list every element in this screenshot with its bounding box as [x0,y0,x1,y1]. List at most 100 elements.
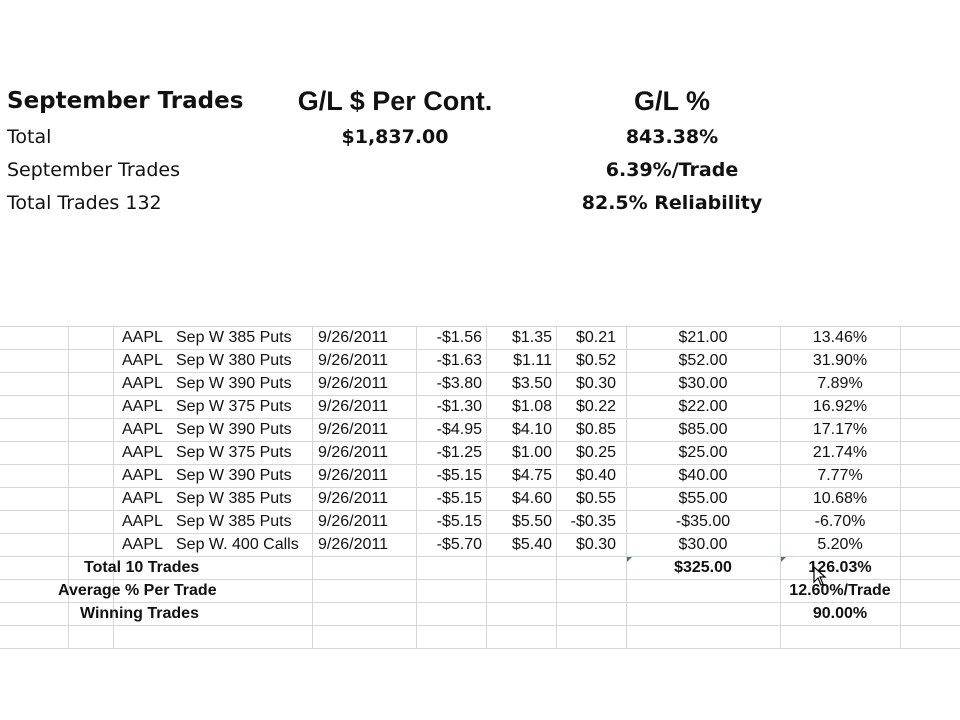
total-gl-value[interactable]: $325.00 [674,559,732,576]
summary-title: September Trades [7,88,244,114]
debit-cell[interactable]: -$1.63 [436,352,482,369]
comment-marker [627,557,632,562]
contract-cell[interactable]: Sep W 390 Puts [176,421,292,438]
symbol-cell[interactable]: AAPL [122,513,163,530]
contract-cell[interactable]: Sep W 390 Puts [176,375,292,392]
gl-dollar-cell[interactable]: $22.00 [678,398,728,415]
date-cell[interactable]: 9/26/2011 [318,329,388,346]
date-cell[interactable]: 9/26/2011 [318,513,388,530]
symbol-cell[interactable]: AAPL [122,444,163,461]
average-per-trade-label[interactable]: Average % Per Trade [58,582,217,599]
symbol-cell[interactable]: AAPL [122,421,163,438]
contract-cell[interactable]: Sep W 385 Puts [176,329,292,346]
summary-section: September Trades G/L $ Per Cont. G/L % T… [0,0,960,240]
summary-total-label: Total [7,126,52,148]
net-cell[interactable]: $0.30 [575,375,616,392]
net-cell[interactable]: $0.40 [575,467,616,484]
gl-dollar-cell[interactable]: $52.00 [678,352,728,369]
symbol-cell[interactable]: AAPL [122,352,163,369]
gl-dollar-cell[interactable]: -$35.00 [675,513,731,530]
gl-pct-cell[interactable]: 31.90% [812,352,868,369]
debit-cell[interactable]: -$5.15 [436,467,482,484]
contract-cell[interactable]: Sep W 385 Puts [176,490,292,507]
winning-trades-value[interactable]: 90.00% [812,605,868,622]
date-cell[interactable]: 9/26/2011 [318,398,388,415]
date-cell[interactable]: 9/26/2011 [318,444,388,461]
credit-cell[interactable]: $1.00 [511,444,552,461]
credit-cell[interactable]: $4.60 [511,490,552,507]
symbol-cell[interactable]: AAPL [122,490,163,507]
gl-dollar-cell[interactable]: $21.00 [678,329,728,346]
net-cell[interactable]: $0.55 [575,490,616,507]
mouse-cursor-icon [813,566,827,586]
date-cell[interactable]: 9/26/2011 [318,352,388,369]
gl-pct-cell[interactable]: 13.46% [812,329,868,346]
credit-cell[interactable]: $5.40 [511,536,552,553]
gl-pct-cell[interactable]: 17.17% [812,421,868,438]
debit-cell[interactable]: -$1.30 [436,398,482,415]
debit-cell[interactable]: -$3.80 [436,375,482,392]
symbol-cell[interactable]: AAPL [122,536,163,553]
net-cell[interactable]: $0.52 [575,352,616,369]
summary-september-label: September Trades [7,159,180,181]
summary-total-pct: 843.38% [625,126,719,148]
gl-dollar-cell[interactable]: $30.00 [678,375,728,392]
summary-reliability: 82.5% Reliability [581,192,763,214]
gl-dollar-cell[interactable]: $40.00 [678,467,728,484]
debit-cell[interactable]: -$5.15 [436,490,482,507]
winning-trades-label[interactable]: Winning Trades [80,605,199,622]
gl-pct-cell[interactable]: 16.92% [812,398,868,415]
trades-spreadsheet[interactable]: AAPL Sep W 385 Puts 9/26/2011 -$1.56 $1.35 $0… [0,326,960,649]
date-cell[interactable]: 9/26/2011 [318,421,388,438]
date-cell[interactable]: 9/26/2011 [318,375,388,392]
net-cell[interactable]: $0.25 [575,444,616,461]
debit-cell[interactable]: -$5.70 [436,536,482,553]
symbol-cell[interactable]: AAPL [122,329,163,346]
average-per-trade-value[interactable]: 12.60%/Trade [789,582,891,599]
gl-pct-cell[interactable]: 7.77% [817,467,863,484]
net-cell[interactable]: $0.22 [575,398,616,415]
debit-cell[interactable]: -$1.56 [436,329,482,346]
credit-cell[interactable]: $1.08 [511,398,552,415]
summary-september-pct: 6.39%/Trade [605,159,739,181]
net-cell[interactable]: $0.21 [575,329,616,346]
credit-cell[interactable]: $4.75 [511,467,552,484]
contract-cell[interactable]: Sep W. 400 Calls [176,536,299,553]
gl-pct-cell[interactable]: 7.89% [817,375,863,392]
gl-pct-cell[interactable]: 10.68% [812,490,868,507]
debit-cell[interactable]: -$1.25 [436,444,482,461]
debit-cell[interactable]: -$4.95 [436,421,482,438]
contract-cell[interactable]: Sep W 380 Puts [176,352,292,369]
symbol-cell[interactable]: AAPL [122,398,163,415]
gl-pct-header: G/L % [633,86,711,116]
comment-marker [781,557,786,562]
symbol-cell[interactable]: AAPL [122,467,163,484]
date-cell[interactable]: 9/26/2011 [318,536,388,553]
net-cell[interactable]: -$0.35 [570,513,616,530]
gl-dollar-cell[interactable]: $85.00 [678,421,728,438]
gl-dollar-header: G/L $ Per Cont. [297,86,493,116]
credit-cell[interactable]: $4.10 [511,421,552,438]
credit-cell[interactable]: $1.11 [513,352,552,369]
total-pct-value[interactable]: 126.03% [808,559,872,576]
date-cell[interactable]: 9/26/2011 [318,467,388,484]
gl-pct-cell[interactable]: 21.74% [812,444,868,461]
gl-dollar-cell[interactable]: $25.00 [678,444,728,461]
credit-cell[interactable]: $5.50 [511,513,552,530]
total-trades-label[interactable]: Total 10 Trades [84,559,200,576]
credit-cell[interactable]: $3.50 [511,375,552,392]
credit-cell[interactable]: $1.35 [511,329,552,346]
gl-dollar-cell[interactable]: $30.00 [678,536,728,553]
date-cell[interactable]: 9/26/2011 [318,490,388,507]
net-cell[interactable]: $0.30 [575,536,616,553]
gl-dollar-cell[interactable]: $55.00 [678,490,728,507]
contract-cell[interactable]: Sep W 385 Puts [176,513,292,530]
net-cell[interactable]: $0.85 [575,421,616,438]
gl-pct-cell[interactable]: -6.70% [814,513,866,530]
gl-pct-cell[interactable]: 5.20% [817,536,863,553]
symbol-cell[interactable]: AAPL [122,375,163,392]
contract-cell[interactable]: Sep W 375 Puts [176,398,292,415]
contract-cell[interactable]: Sep W 375 Puts [176,444,292,461]
debit-cell[interactable]: -$5.15 [436,513,482,530]
contract-cell[interactable]: Sep W 390 Puts [176,467,292,484]
